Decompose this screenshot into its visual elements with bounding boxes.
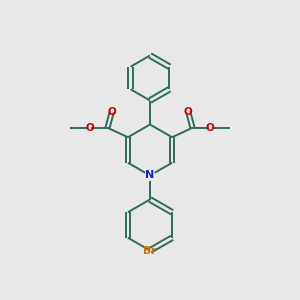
Text: O: O [206, 123, 214, 133]
Text: N: N [146, 170, 154, 181]
Text: O: O [85, 123, 94, 133]
Text: O: O [184, 107, 193, 117]
Text: Br: Br [143, 245, 157, 256]
Text: O: O [107, 107, 116, 117]
